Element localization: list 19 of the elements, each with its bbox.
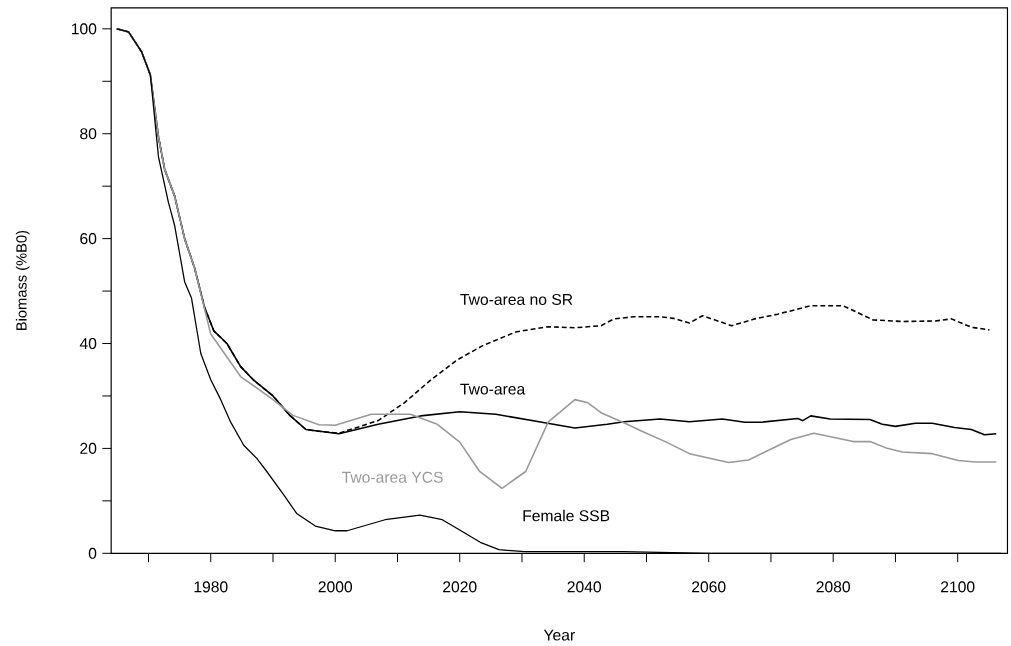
series-label: Two-area YCS [342, 471, 443, 483]
x-tick-label: 2020 [443, 581, 477, 593]
y-tick-label: 80 [80, 128, 97, 140]
x-tick-label: 2000 [318, 581, 353, 593]
series-label: Two-area [460, 383, 526, 395]
y-tick-label: 60 [80, 233, 97, 245]
x-tick-label: 2080 [816, 581, 850, 593]
y-tick-label: 0 [88, 547, 97, 560]
x-tick-label: 2060 [692, 581, 726, 593]
y-axis-title: Biomass (%B0) [15, 231, 30, 331]
x-tick-label: 2040 [567, 581, 602, 593]
y-tick-label: 100 [71, 23, 97, 35]
series-label: Two-area no SR [460, 294, 573, 306]
x-tick-label: 2100 [941, 581, 975, 593]
y-tick-label: 20 [80, 443, 97, 455]
y-tick-label: 40 [79, 338, 97, 350]
x-axis-title: Year [543, 629, 575, 641]
series-label: Female SSB [523, 509, 610, 522]
x-tick-label: 1980 [194, 581, 228, 593]
